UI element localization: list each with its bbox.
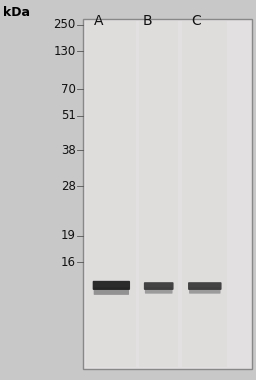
Text: 70: 70 [61,83,76,96]
Text: kDa: kDa [3,6,29,19]
Text: 130: 130 [53,45,76,58]
Text: 28: 28 [61,180,76,193]
Text: B: B [142,14,152,28]
Text: 51: 51 [61,109,76,122]
Text: 250: 250 [53,18,76,31]
FancyBboxPatch shape [86,21,136,367]
FancyBboxPatch shape [144,282,174,290]
FancyBboxPatch shape [182,21,227,367]
Text: C: C [191,14,201,28]
FancyBboxPatch shape [188,282,222,290]
Text: 19: 19 [60,229,76,242]
FancyBboxPatch shape [83,19,252,369]
FancyBboxPatch shape [93,281,130,290]
Text: A: A [94,14,103,28]
FancyBboxPatch shape [139,21,178,367]
FancyBboxPatch shape [94,287,129,295]
Text: 38: 38 [61,144,76,157]
FancyBboxPatch shape [189,287,221,294]
Text: 16: 16 [60,256,76,269]
FancyBboxPatch shape [145,287,173,294]
